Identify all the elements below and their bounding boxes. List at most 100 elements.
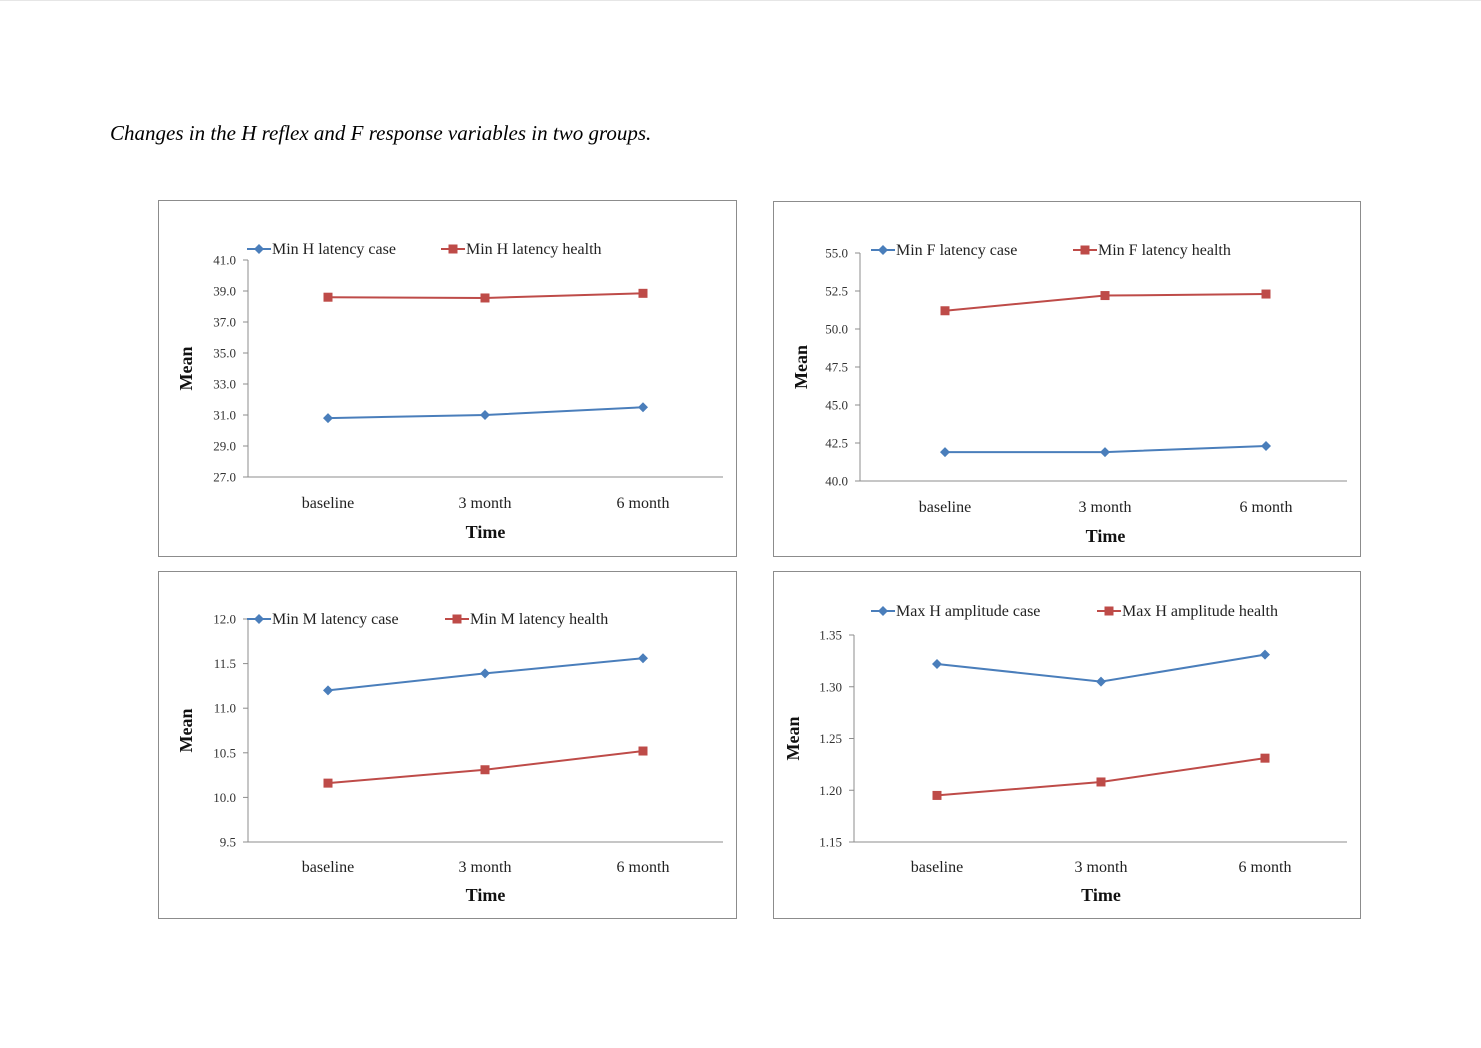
x-tick-label-baseline: baseline xyxy=(919,499,971,516)
y-tick-label: 1.20 xyxy=(819,783,842,798)
x-axis-title: Time xyxy=(1081,885,1121,905)
data-point-marker xyxy=(1096,676,1106,687)
legend-label: Min F latency health xyxy=(1098,242,1231,259)
y-tick-label: 1.15 xyxy=(819,835,842,850)
series-min-m-latency-health xyxy=(323,746,648,788)
legend-label: Min H latency health xyxy=(466,241,602,258)
chart-panel-min-f-latency: 40.0 42.5 45.0 47.5 50.0 52.5 55.0 baseline 3 mo… xyxy=(773,201,1361,557)
legend-entry-min-f-latency-health: Min F latency health xyxy=(1073,242,1231,259)
y-tick-label: 10.5 xyxy=(213,745,236,760)
x-tick-label-6-month: 6 month xyxy=(617,859,670,876)
legend-entry-max-h-amplitude-health: Max H amplitude health xyxy=(1097,603,1278,620)
y-tick-label: 52.5 xyxy=(825,284,848,299)
legend-entry-min-f-latency-case: Min F latency case xyxy=(871,242,1017,259)
legend-label: Min M latency case xyxy=(272,611,399,628)
y-tick-label: 10.0 xyxy=(213,790,236,805)
y-axis-title: Mean xyxy=(783,717,803,761)
x-tick-label-baseline: baseline xyxy=(911,859,963,876)
data-point-marker xyxy=(323,292,333,302)
y-tick-label: 11.0 xyxy=(214,701,236,716)
chart-panel-max-h-amplitude: 1.15 1.20 1.25 1.30 1.35 baseline 3 month 6 mon… xyxy=(773,571,1361,919)
chart-svg: 27.0 29.0 31.0 33.0 35.0 37.0 39.0 41.0 baseline… xyxy=(176,241,723,542)
y-axis-title: Mean xyxy=(176,709,196,753)
legend-marker xyxy=(1104,606,1114,616)
data-point-marker xyxy=(480,293,490,303)
y-tick-label: 42.5 xyxy=(825,436,848,451)
data-point-marker xyxy=(480,765,490,775)
data-point-marker xyxy=(323,778,333,788)
x-axis-title: Time xyxy=(1086,526,1126,546)
top-rule xyxy=(0,0,1481,1)
y-tick-label: 1.25 xyxy=(819,731,842,746)
chart-svg: 40.0 42.5 45.0 47.5 50.0 52.5 55.0 baseline 3 mo… xyxy=(791,242,1347,546)
x-tick-label-3-month: 3 month xyxy=(459,859,512,876)
legend-label: Max H amplitude health xyxy=(1122,603,1278,620)
y-tick-label: 1.30 xyxy=(819,679,842,694)
y-tick-label: 9.5 xyxy=(220,835,236,850)
data-point-marker xyxy=(932,658,942,669)
x-tick-label-3-month: 3 month xyxy=(1075,859,1128,876)
legend-label: Max H amplitude case xyxy=(896,603,1040,620)
series-min-h-latency-health xyxy=(323,288,648,303)
legend-entry-min-m-latency-health: Min M latency health xyxy=(445,611,608,628)
data-point-marker xyxy=(480,668,490,679)
y-tick-label: 50.0 xyxy=(825,322,848,337)
chart-panel-min-m-latency: 9.5 10.0 10.5 11.0 11.5 12.0 baseline 3 month 6 … xyxy=(158,571,737,919)
legend-entry-min-h-latency-health: Min H latency health xyxy=(441,241,602,258)
legend-marker xyxy=(878,606,888,616)
series-max-h-amplitude-health xyxy=(932,753,1270,800)
data-point-marker xyxy=(638,746,648,756)
data-point-marker xyxy=(1100,447,1110,458)
x-axis-title: Time xyxy=(466,522,506,542)
data-point-marker xyxy=(1261,441,1271,452)
data-point-marker xyxy=(323,685,333,696)
data-point-marker xyxy=(638,653,648,664)
data-point-marker xyxy=(638,288,648,298)
legend-entry-max-h-amplitude-case: Max H amplitude case xyxy=(871,603,1040,620)
series-min-f-latency-case xyxy=(940,441,1271,458)
data-point-marker xyxy=(932,790,942,800)
series-max-h-amplitude-case xyxy=(932,649,1270,687)
x-tick-label-6-month: 6 month xyxy=(617,495,670,512)
y-tick-label: 12.0 xyxy=(213,612,236,627)
data-point-marker xyxy=(1100,291,1110,301)
y-tick-label: 37.0 xyxy=(213,315,236,330)
x-axis-title: Time xyxy=(466,885,506,905)
series-min-m-latency-case xyxy=(323,653,648,696)
data-point-marker xyxy=(940,447,950,458)
data-point-marker xyxy=(1261,289,1271,299)
data-point-marker xyxy=(323,413,333,424)
y-tick-label: 47.5 xyxy=(825,360,848,375)
y-tick-label: 40.0 xyxy=(825,474,848,489)
y-tick-label: 35.0 xyxy=(213,346,236,361)
series-min-h-latency-case xyxy=(323,402,648,424)
y-tick-label: 1.35 xyxy=(819,628,842,643)
legend-label: Min F latency case xyxy=(896,242,1017,259)
y-tick-label: 27.0 xyxy=(213,470,236,485)
chart-svg: 9.5 10.0 10.5 11.0 11.5 12.0 baseline 3 month 6 … xyxy=(176,611,723,905)
legend-marker xyxy=(878,245,888,255)
data-point-marker xyxy=(480,410,490,420)
y-tick-label: 11.5 xyxy=(214,656,236,671)
legend-marker xyxy=(452,614,462,624)
y-axis-title: Mean xyxy=(791,345,811,389)
chart-panel-min-h-latency: 27.0 29.0 31.0 33.0 35.0 37.0 39.0 41.0 baseline… xyxy=(158,200,737,557)
legend-marker xyxy=(448,244,458,254)
legend-label: Min H latency case xyxy=(272,241,396,258)
y-axis-title: Mean xyxy=(176,347,196,391)
legend-marker xyxy=(254,614,264,624)
y-tick-label: 41.0 xyxy=(213,253,236,268)
y-tick-label: 39.0 xyxy=(213,284,236,299)
y-tick-label: 29.0 xyxy=(213,439,236,454)
x-tick-label-baseline: baseline xyxy=(302,859,354,876)
legend-entry-min-m-latency-case: Min M latency case xyxy=(247,611,399,628)
legend-entry-min-h-latency-case: Min H latency case xyxy=(247,241,396,258)
y-tick-label: 55.0 xyxy=(825,246,848,261)
x-tick-label-3-month: 3 month xyxy=(459,495,512,512)
figure-caption: Changes in the H reflex and F response v… xyxy=(110,121,652,145)
data-point-marker xyxy=(1260,753,1270,763)
legend-label: Min M latency health xyxy=(470,611,608,628)
series-min-f-latency-health xyxy=(940,289,1271,316)
y-tick-label: 45.0 xyxy=(825,398,848,413)
data-point-marker xyxy=(940,306,950,316)
